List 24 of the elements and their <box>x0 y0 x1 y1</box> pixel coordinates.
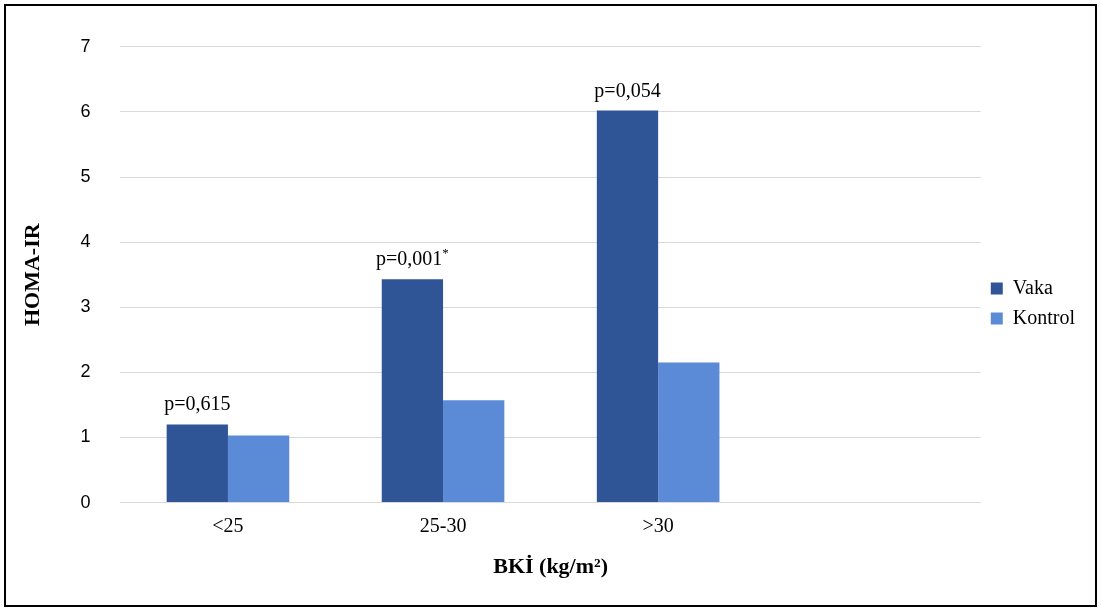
x-tick-label: >30 <box>642 513 674 536</box>
y-axis-title: HOMA-IR <box>18 222 44 327</box>
y-tick-label: 2 <box>80 361 91 382</box>
bar <box>596 110 659 503</box>
bar <box>227 435 290 503</box>
x-axis-title: BKİ (kg/m²) <box>493 553 608 579</box>
x-tick-label: <25 <box>212 513 244 536</box>
annotation: p=0,054 <box>594 78 661 102</box>
y-tick-label: 1 <box>80 426 91 447</box>
y-tick-label: 6 <box>80 100 91 121</box>
y-tick-label: 7 <box>80 35 91 56</box>
y-tick-label: 5 <box>80 166 91 186</box>
annotation: p=0,001* <box>376 245 449 271</box>
legend-label: Vaka <box>1012 275 1053 298</box>
annotation: p=0,615 <box>164 392 231 416</box>
bar <box>443 400 505 503</box>
y-tick-label: 0 <box>80 491 91 512</box>
bar <box>381 279 444 503</box>
y-tick-label: 4 <box>80 231 91 252</box>
bar <box>658 362 720 503</box>
y-tick-label: 3 <box>80 296 91 317</box>
bar <box>166 424 228 503</box>
x-tick-label: 25-30 <box>419 513 467 536</box>
legend-label: Kontrol <box>1012 305 1076 328</box>
